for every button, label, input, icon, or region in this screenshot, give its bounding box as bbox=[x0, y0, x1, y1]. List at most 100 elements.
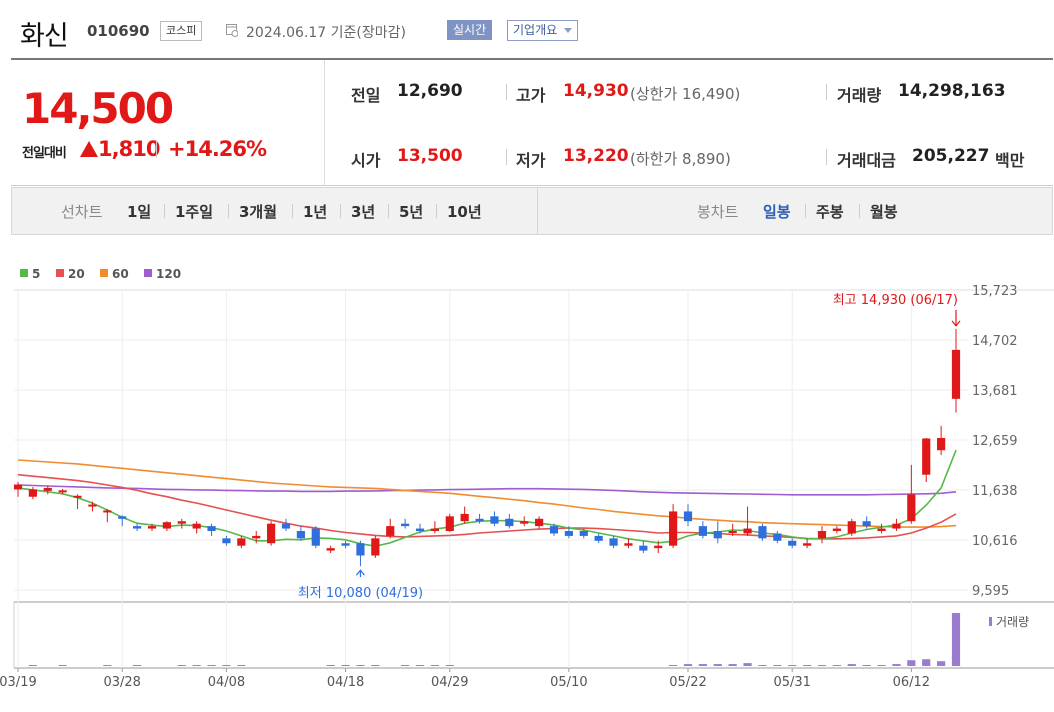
candle-body bbox=[713, 531, 722, 539]
candle-body bbox=[356, 543, 365, 556]
tab-1y[interactable]: 1년 bbox=[303, 203, 328, 221]
candle bbox=[267, 521, 276, 546]
candle bbox=[162, 521, 171, 532]
tab-5y[interactable]: 5년 bbox=[399, 203, 424, 221]
y-tick-label: 9,595 bbox=[972, 584, 1009, 599]
candle bbox=[847, 518, 856, 536]
x-tick-label: 04/18 bbox=[327, 675, 364, 690]
candle bbox=[133, 523, 142, 532]
tab-3y[interactable]: 3년 bbox=[351, 203, 376, 221]
candle-body bbox=[430, 528, 439, 532]
y-tick-label: 10,616 bbox=[972, 534, 1018, 549]
tab-3m[interactable]: 3개월 bbox=[239, 203, 278, 221]
candle bbox=[28, 486, 37, 500]
divider bbox=[436, 204, 437, 218]
volume-label: 거래량 bbox=[996, 615, 1029, 629]
volume-value: 14,298,163 bbox=[898, 81, 1006, 101]
tab-1d[interactable]: 1일 bbox=[127, 203, 152, 221]
up-triangle-icon bbox=[80, 141, 98, 157]
candle-body bbox=[267, 523, 276, 544]
candle-body bbox=[177, 521, 186, 524]
volume-bar bbox=[207, 665, 216, 666]
tab-daily[interactable]: 일봉 bbox=[763, 203, 791, 221]
upper-limit: (상한가 16,490) bbox=[630, 85, 741, 103]
candle bbox=[862, 516, 871, 529]
candle-body bbox=[535, 518, 544, 527]
candle bbox=[594, 533, 603, 544]
candle-body bbox=[118, 516, 127, 519]
candle bbox=[401, 518, 410, 529]
candle-body bbox=[415, 528, 425, 532]
realtime-button[interactable]: 실시간 bbox=[447, 20, 493, 40]
candle-body bbox=[520, 521, 529, 524]
candle bbox=[58, 488, 67, 495]
company-overview-dropdown[interactable]: 기업개요 bbox=[507, 20, 578, 41]
candlestick-chart[interactable]: 5 20 60 120 15,723 14,702 13,681 12,659 11,638 10… bbox=[0, 240, 1054, 712]
candle-body bbox=[683, 511, 693, 522]
candle-body bbox=[475, 518, 484, 522]
candle bbox=[43, 485, 52, 495]
volume-bar bbox=[847, 664, 856, 666]
low-label: 저가 bbox=[516, 151, 546, 170]
candle bbox=[877, 523, 886, 534]
candle bbox=[713, 521, 722, 544]
candle bbox=[311, 526, 320, 549]
divider bbox=[826, 149, 827, 165]
candle bbox=[326, 545, 335, 554]
volume-bar bbox=[877, 665, 886, 666]
candle bbox=[296, 526, 305, 541]
high-arrowhead bbox=[951, 320, 961, 327]
chart-period-tabs bbox=[11, 187, 1053, 235]
y-tick-label: 15,723 bbox=[972, 284, 1018, 299]
legend-label-5: 5 bbox=[32, 267, 40, 281]
candle-body bbox=[222, 538, 231, 544]
candle-body bbox=[43, 487, 52, 491]
ma60-line bbox=[17, 459, 957, 528]
candle bbox=[415, 523, 425, 534]
candle bbox=[624, 538, 633, 549]
candle-body bbox=[58, 490, 67, 493]
divider bbox=[506, 149, 507, 165]
candle bbox=[445, 513, 454, 532]
candle-body bbox=[326, 548, 335, 551]
low-arrowhead bbox=[355, 569, 365, 576]
tab-10y[interactable]: 10년 bbox=[447, 203, 482, 221]
tab-weekly[interactable]: 주봉 bbox=[816, 203, 844, 221]
candle-body bbox=[371, 538, 380, 556]
volume-bar bbox=[803, 665, 812, 666]
divider bbox=[228, 204, 229, 218]
divider bbox=[506, 84, 507, 100]
candle-body bbox=[28, 489, 37, 497]
low-annotation: 최저 10,080 (04/19) bbox=[298, 586, 423, 601]
volume-bar bbox=[133, 665, 142, 666]
divider bbox=[859, 204, 860, 218]
volume-bar bbox=[415, 665, 425, 666]
candle-body bbox=[147, 526, 157, 529]
x-tick-label: 04/29 bbox=[431, 675, 468, 690]
legend-swatch-120 bbox=[144, 269, 152, 277]
tab-1w[interactable]: 1주일 bbox=[175, 203, 214, 221]
candle-body bbox=[609, 538, 618, 546]
candle bbox=[88, 501, 97, 512]
candle bbox=[371, 535, 380, 558]
amount-value: 205,227 bbox=[912, 146, 990, 166]
candle-body bbox=[386, 526, 395, 536]
candle-body bbox=[237, 538, 246, 546]
volume-bar bbox=[356, 665, 365, 666]
candle-body bbox=[937, 437, 946, 451]
candle-body bbox=[311, 528, 320, 546]
candle bbox=[341, 540, 350, 549]
y-tick-label: 11,638 bbox=[972, 484, 1018, 499]
volume-bar bbox=[743, 663, 752, 666]
tab-monthly[interactable]: 월봉 bbox=[870, 203, 898, 221]
x-tick-label: 06/12 bbox=[893, 675, 930, 690]
panel-divider bbox=[324, 60, 325, 186]
candle-body bbox=[951, 349, 961, 399]
volume-bar bbox=[773, 665, 782, 666]
divider bbox=[164, 204, 165, 218]
volume-bar bbox=[922, 659, 931, 666]
volume-bar bbox=[713, 664, 722, 666]
legend-swatch-60 bbox=[100, 269, 108, 277]
candle-body bbox=[728, 531, 737, 534]
tabs-divider bbox=[537, 187, 538, 235]
